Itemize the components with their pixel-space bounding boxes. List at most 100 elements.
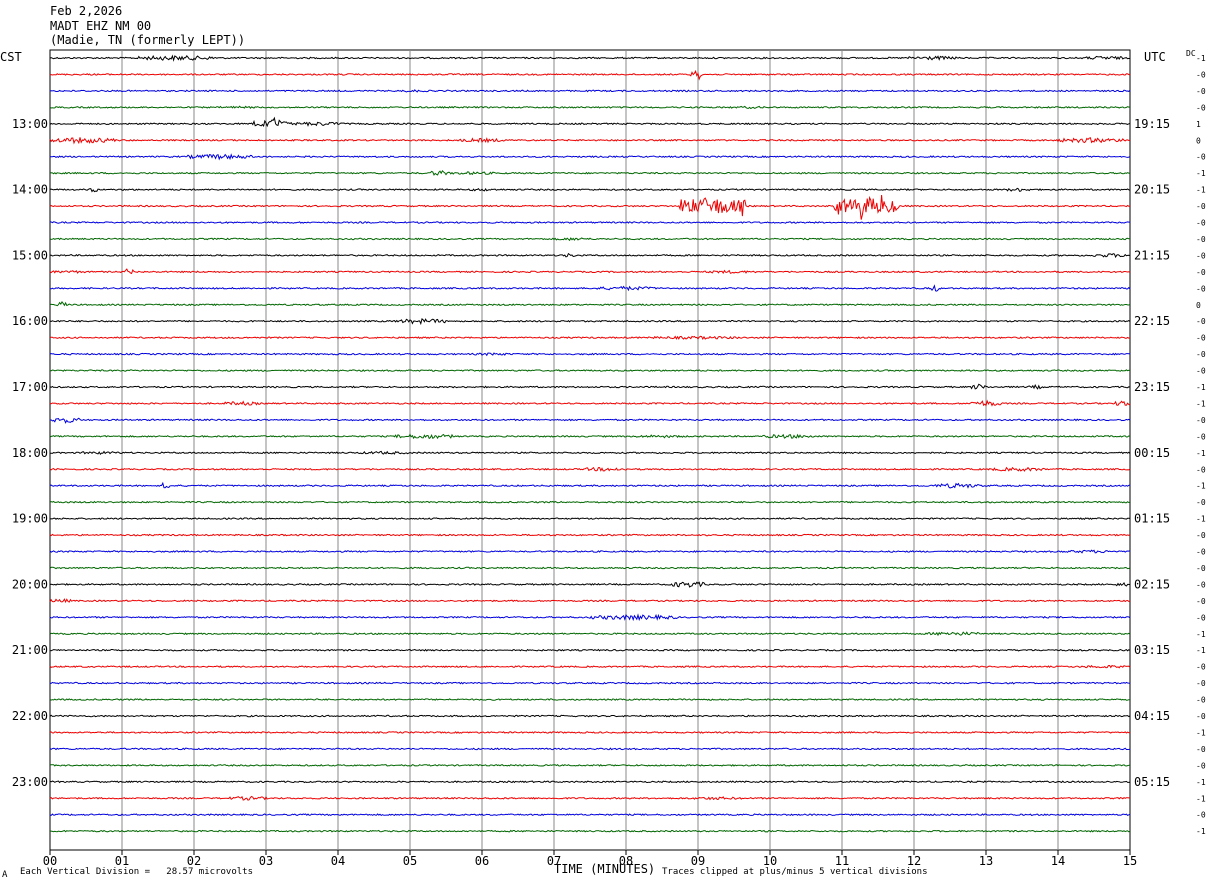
dc-offset-label: -0 <box>1196 745 1206 754</box>
right-hour-label: 03:15 <box>1134 643 1170 657</box>
dc-offset-label: -1 <box>1196 186 1206 195</box>
dc-offset-label: -0 <box>1196 663 1206 672</box>
trace-line <box>49 466 1131 472</box>
right-hour-label: 05:15 <box>1134 775 1170 789</box>
dc-offset-label: -0 <box>1196 580 1206 589</box>
left-hour-label: 22:00 <box>12 709 48 723</box>
left-hour-label: 17:00 <box>12 380 48 394</box>
trace-line <box>49 194 1130 220</box>
trace-line <box>49 116 1131 128</box>
plot-header: Feb 2,2026 MADT EHZ NM 00 (Madie, TN (fo… <box>50 4 245 48</box>
trace-line <box>49 747 1131 751</box>
dc-offset-label: -0 <box>1196 548 1206 557</box>
trace-line <box>49 517 1131 520</box>
dc-offset-label: -0 <box>1196 334 1206 343</box>
trace-line <box>49 252 1131 259</box>
dc-offset-label: -1 <box>1196 482 1206 491</box>
left-timezone-label: CST <box>0 50 22 64</box>
trace-line <box>49 698 1130 701</box>
right-hour-label: 20:15 <box>1134 183 1170 197</box>
location-label: (Madie, TN (formerly LEPT)) <box>50 33 246 47</box>
dc-offset-label: -1 <box>1196 383 1206 392</box>
dc-offset-label: -0 <box>1196 416 1206 425</box>
right-timezone-label: UTC <box>1144 50 1166 64</box>
trace-line <box>49 763 1131 767</box>
trace-line <box>49 481 1131 489</box>
left-hour-label: 14:00 <box>12 183 48 197</box>
right-hour-label: 21:15 <box>1134 248 1170 262</box>
dc-offset-label: -0 <box>1196 597 1206 606</box>
trace-line <box>49 829 1131 833</box>
trace-line <box>49 69 1131 81</box>
trace-line <box>49 581 1131 588</box>
left-hour-label: 18:00 <box>12 446 48 460</box>
x-tick-label: 01 <box>115 854 129 868</box>
trace-line <box>49 813 1131 817</box>
x-axis-title: TIME (MINUTES) <box>554 862 656 876</box>
x-tick-label: 13 <box>979 854 993 868</box>
left-hour-label: 20:00 <box>12 577 48 591</box>
dc-offset-label: -0 <box>1196 87 1206 96</box>
dc-offset-label: -0 <box>1196 202 1206 211</box>
trace-line <box>49 54 1131 62</box>
dc-offset-label: -1 <box>1196 778 1206 787</box>
trace-line <box>49 433 1131 440</box>
dc-offset-label: -1 <box>1196 728 1206 737</box>
dc-offset-label: -0 <box>1196 367 1206 376</box>
trace-line <box>49 566 1131 570</box>
dc-offset-label: 1 <box>1196 120 1201 129</box>
trace-line <box>49 221 1130 224</box>
dc-offset-label: -0 <box>1196 761 1206 770</box>
trace-line <box>49 352 1131 357</box>
dc-offset-label: 0 <box>1196 136 1201 145</box>
x-tick-label: 08 <box>619 854 633 868</box>
x-tick-label: 10 <box>763 854 777 868</box>
station-label: MADT EHZ NM 00 <box>50 18 152 33</box>
x-tick-label: 07 <box>547 854 561 868</box>
trace-line <box>49 417 1131 424</box>
trace-line <box>49 169 1131 176</box>
dc-offset-label: -0 <box>1196 103 1206 112</box>
dc-offset-label: -0 <box>1196 712 1206 721</box>
right-hour-label: 23:15 <box>1134 380 1170 394</box>
trace-line <box>49 399 1131 407</box>
dc-label: DC <box>1186 49 1196 58</box>
x-tick-label: 11 <box>835 854 849 868</box>
x-tick-label: 02 <box>187 854 201 868</box>
corner-mark: A <box>2 870 8 880</box>
left-hour-label: 16:00 <box>12 314 48 328</box>
x-tick-label: 09 <box>691 854 705 868</box>
trace-line <box>49 664 1131 669</box>
left-hour-label: 15:00 <box>12 248 48 262</box>
trace-line <box>49 648 1131 652</box>
right-hour-label: 02:15 <box>1134 577 1170 591</box>
date-label: Feb 2,2026 <box>50 4 123 18</box>
dc-offset-label: -0 <box>1196 317 1206 326</box>
trace-line <box>49 714 1131 718</box>
trace-line <box>49 137 1131 145</box>
trace-line <box>50 450 1131 456</box>
trace-line <box>49 795 1131 801</box>
trace-line <box>49 598 1131 604</box>
dc-offset-label: -0 <box>1196 564 1206 573</box>
dc-offset-label: -1 <box>1196 515 1206 524</box>
trace-line <box>49 780 1131 784</box>
dc-offset-label: -0 <box>1196 268 1206 277</box>
dc-offset-label: -1 <box>1196 794 1206 803</box>
dc-offset-label: -1 <box>1196 827 1206 836</box>
dc-offset-label: -0 <box>1196 498 1206 507</box>
trace-line <box>49 335 1131 341</box>
trace-line <box>49 383 1131 390</box>
x-tick-label: 03 <box>259 854 273 868</box>
dc-offset-label: -0 <box>1196 284 1206 293</box>
right-hour-label: 04:15 <box>1134 709 1170 723</box>
x-tick-label: 04 <box>331 854 345 868</box>
trace-line <box>49 631 1131 637</box>
right-hour-label: 19:15 <box>1134 117 1170 131</box>
dc-offset-label: -0 <box>1196 531 1206 540</box>
dc-offset-label: -0 <box>1196 350 1206 359</box>
trace-line <box>49 187 1131 193</box>
trace-line <box>49 237 1131 242</box>
right-hour-label: 00:15 <box>1134 446 1170 460</box>
